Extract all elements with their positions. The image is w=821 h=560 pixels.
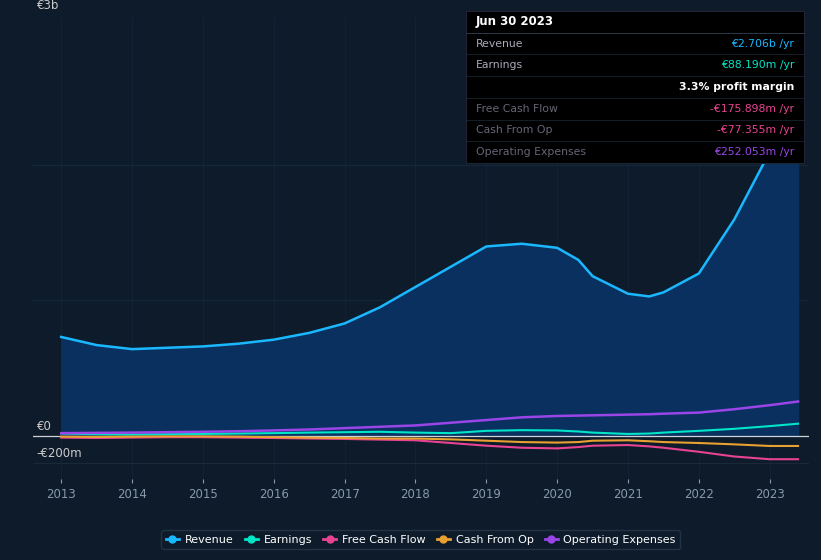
Text: -€77.355m /yr: -€77.355m /yr <box>717 125 794 136</box>
Text: €252.053m /yr: €252.053m /yr <box>714 147 794 157</box>
Text: €2.706b /yr: €2.706b /yr <box>732 39 794 49</box>
Text: Free Cash Flow: Free Cash Flow <box>476 104 557 114</box>
Text: €3b: €3b <box>37 0 59 12</box>
Text: -€175.898m /yr: -€175.898m /yr <box>710 104 794 114</box>
Text: Operating Expenses: Operating Expenses <box>476 147 586 157</box>
Text: €88.190m /yr: €88.190m /yr <box>721 60 794 71</box>
Text: Cash From Op: Cash From Op <box>476 125 553 136</box>
Text: Revenue: Revenue <box>476 39 523 49</box>
Text: €0: €0 <box>37 420 52 433</box>
Text: 3.3% profit margin: 3.3% profit margin <box>679 82 794 92</box>
Legend: Revenue, Earnings, Free Cash Flow, Cash From Op, Operating Expenses: Revenue, Earnings, Free Cash Flow, Cash … <box>161 530 681 549</box>
Text: Earnings: Earnings <box>476 60 523 71</box>
Text: Jun 30 2023: Jun 30 2023 <box>476 15 554 29</box>
Text: -€200m: -€200m <box>37 447 82 460</box>
